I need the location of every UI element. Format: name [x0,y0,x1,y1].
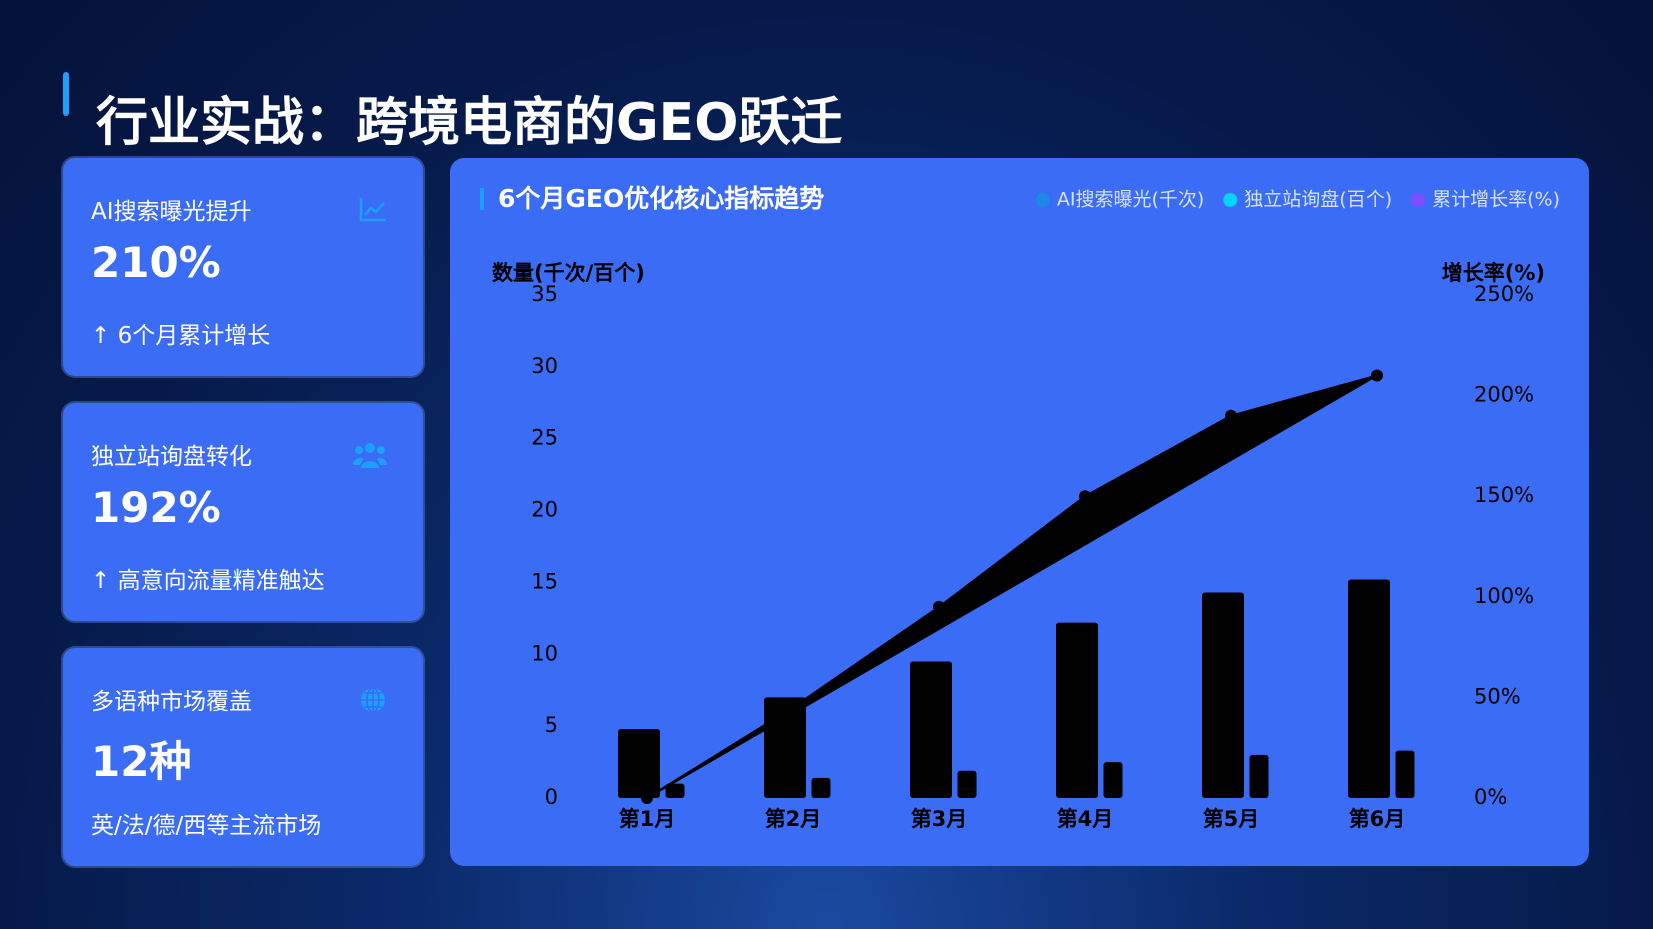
stat-card: 独立站询盘转化 192% ↑ 高意向流量精准触达 [63,403,423,621]
x-tick-label: 第5月 [1203,807,1260,831]
bar [910,661,952,798]
card-label: 多语种市场覆盖 [91,689,252,715]
page-title: 行业实战：跨境电商的GEO跃迁 [96,93,843,153]
line [646,374,1378,799]
card-note: ↑ 高意向流量精准触达 [91,568,325,594]
card-value: 192% [91,483,221,532]
x-tick-label: 第2月 [765,807,822,831]
bar [618,729,660,798]
y2-axis-title: 增长率(%) [1442,261,1545,285]
y2-tick-label: 50% [1474,684,1521,708]
bar [811,777,831,798]
legend-label: 累计增长率(%) [1432,189,1560,211]
chart-title: 6个月GEO优化核心指标趋势 [498,184,824,213]
card-value: 210% [91,238,221,287]
y-tick-label: 5 [545,713,558,737]
y-tick-label: 30 [531,354,558,378]
x-tick-label: 第6月 [1349,807,1406,831]
legend-dot [1411,193,1426,207]
legend-label: AI搜索曝光(千次) [1057,189,1204,211]
bar [665,783,685,798]
x-tick-label: 第4月 [1057,807,1114,831]
chart-icon [359,198,386,222]
bar [1348,579,1390,798]
legend-dot [1223,193,1238,207]
bar [957,770,977,798]
users-icon [353,443,387,468]
chart-panel: 6个月GEO优化核心指标趋势 数量(千次/百个) 增长率(%) 累计增长率(%)… [450,158,1589,866]
bar [1202,592,1244,798]
line-point [933,600,945,613]
y-tick-label: 35 [531,282,558,306]
bar [1056,622,1098,798]
line-point [1371,369,1383,382]
bar [1103,762,1123,798]
x-tick-label: 第3月 [911,807,968,831]
line-point [1225,409,1237,422]
globe-icon [361,687,385,713]
y-tick-label: 10 [531,641,558,665]
legend-label: 独立站询盘(百个) [1244,189,1392,211]
stat-card: 多语种市场覆盖 12种 英/法/德/西等主流市场 [63,648,423,866]
y-axis-title: 数量(千次/百个) [492,261,645,285]
card-note: 英/法/德/西等主流市场 [91,813,322,839]
title-accent [63,72,69,116]
y-tick-label: 15 [531,569,558,593]
card-label: AI搜索曝光提升 [91,199,252,225]
y2-tick-label: 0% [1474,785,1507,809]
bar [1395,750,1415,798]
card-label: 独立站询盘转化 [91,444,252,470]
y-tick-label: 25 [531,426,558,450]
stat-card: AI搜索曝光提升 210% ↑ 6个月累计增长 [63,158,423,376]
y2-tick-label: 200% [1474,383,1534,407]
y-tick-label: 20 [531,498,558,522]
y2-tick-label: 150% [1474,483,1534,507]
y2-tick-label: 100% [1474,584,1534,608]
line-point [1079,490,1091,503]
line-point [641,792,653,804]
x-tick-label: 第1月 [619,807,676,831]
chart-title-accent [480,188,484,210]
y2-tick-label: 250% [1474,282,1534,306]
bar [1249,754,1269,798]
card-value: 12种 [91,737,192,786]
card-note: ↑ 6个月累计增长 [91,323,271,349]
chart: 6个月GEO优化核心指标趋势 数量(千次/百个) 增长率(%) 累计增长率(%)… [480,184,1560,831]
line-point [787,701,799,714]
y-tick-label: 0 [545,785,558,809]
legend-dot [1035,193,1050,207]
